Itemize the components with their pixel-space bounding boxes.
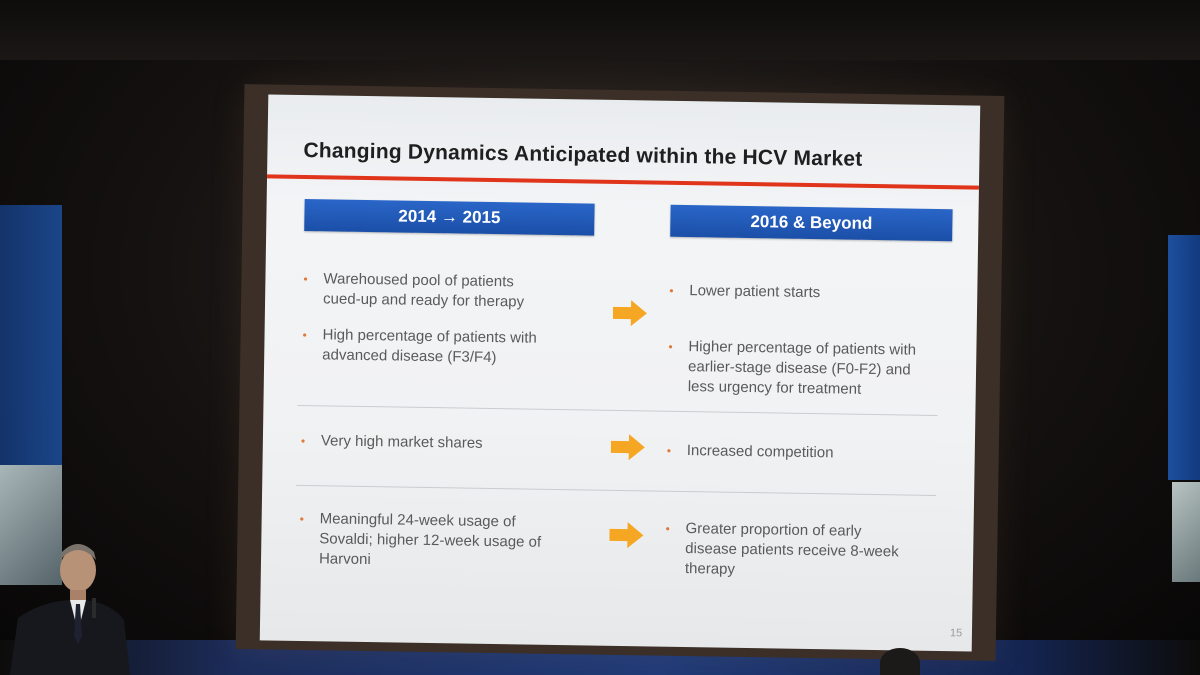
bullet-dot-icon: •	[299, 511, 304, 527]
slide: Changing Dynamics Anticipated within the…	[259, 94, 981, 652]
row-divider	[296, 484, 937, 496]
bullet-dot-icon: •	[665, 521, 670, 536]
bullet-increased-competition: • Increased competition	[666, 442, 834, 462]
row-divider	[297, 404, 938, 416]
arrow-right-icon	[609, 522, 644, 549]
slide-title: Changing Dynamics Anticipated within the…	[303, 139, 863, 171]
bullet-greater-proportion-8-week: • Greater proportion of early disease pa…	[665, 520, 899, 578]
slide-page-number: 15	[949, 627, 963, 640]
left-stage-panel	[0, 205, 62, 465]
bullet-dot-icon: •	[300, 433, 306, 449]
bullet-higher-percentage-earlier: • Higher percentage of patients with ear…	[668, 338, 917, 398]
ceiling-backdrop	[0, 0, 1200, 60]
audience-head-silhouette	[880, 648, 920, 675]
arrow-right-icon	[612, 300, 647, 327]
presenter-figure	[10, 544, 130, 675]
bullet-warehoused-pool: • Warehoused pool of patients cued-up an…	[303, 270, 525, 311]
bullet-dot-icon: •	[302, 328, 307, 343]
right-stage-panel	[1168, 235, 1200, 480]
title-underline	[267, 174, 979, 190]
column-header-2014-2015: 2014 → 2015	[304, 199, 595, 236]
column-header-2016-beyond: 2016 & Beyond	[670, 204, 953, 242]
bullet-dot-icon: •	[668, 339, 673, 354]
right-stage-graphic	[1172, 482, 1200, 582]
arrow-right-icon	[610, 434, 645, 461]
bullet-high-percentage-advanced: • High percentage of patients with advan…	[302, 326, 537, 367]
bullet-lower-patient-starts: • Lower patient starts	[669, 282, 821, 302]
bullet-dot-icon: •	[303, 272, 308, 287]
bullet-very-high-market-shares: • Very high market shares	[300, 432, 483, 452]
left-stage-graphic	[0, 465, 62, 585]
bullet-dot-icon: •	[666, 443, 672, 458]
bullet-meaningful-24-week: • Meaningful 24-week usage of Sovaldi; h…	[299, 510, 542, 569]
bullet-dot-icon: •	[669, 283, 674, 298]
